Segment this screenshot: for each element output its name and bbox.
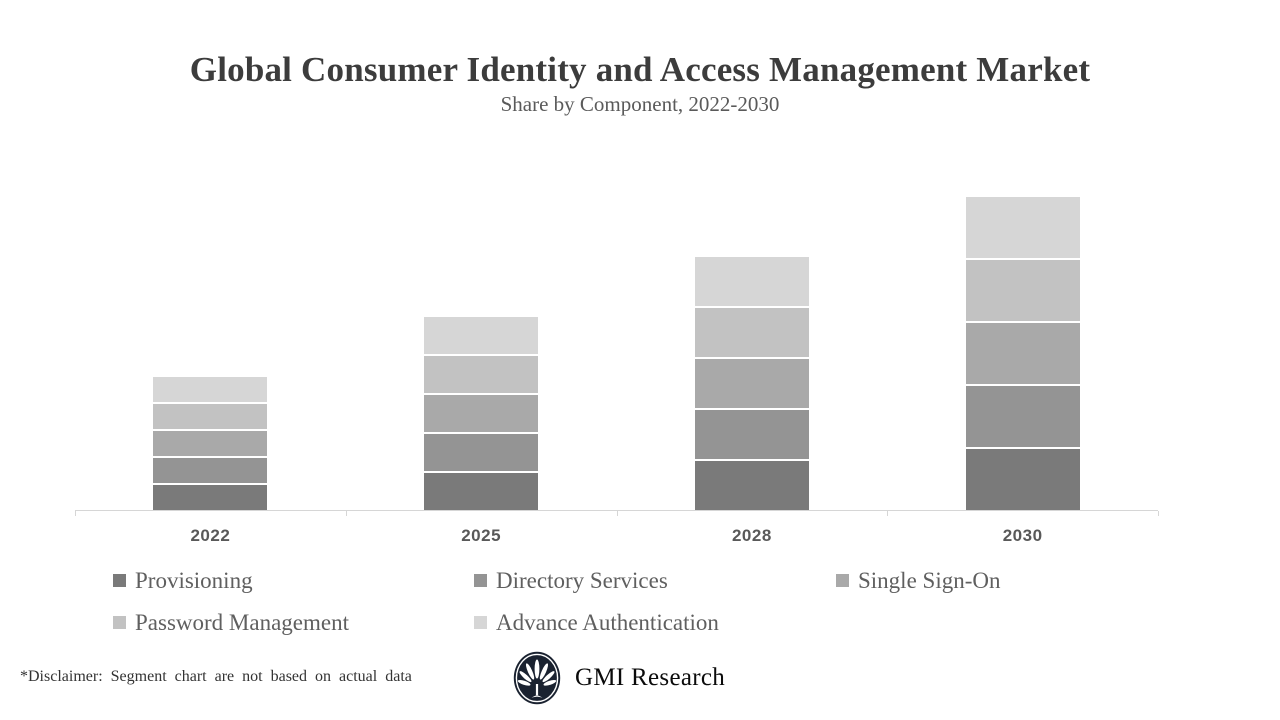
bar-segment-directory-services[interactable] xyxy=(153,458,268,483)
bar-segment-provisioning[interactable] xyxy=(694,461,809,510)
brand-name: GMI Research xyxy=(575,664,726,691)
brand-lockup: GMI Research xyxy=(513,650,725,706)
legend-marker-provisioning xyxy=(113,574,126,588)
x-axis-tick xyxy=(616,511,618,516)
bar-segment-single-sign-on[interactable] xyxy=(424,395,539,432)
bar-segment-directory-services[interactable] xyxy=(965,386,1080,447)
legend-marker-advance-authentication xyxy=(474,615,487,629)
bar-segment-directory-services[interactable] xyxy=(424,434,539,471)
legend-label: Directory Services xyxy=(496,568,668,593)
x-axis-label-2030: 2030 xyxy=(1002,526,1043,545)
bar-segment-provisioning[interactable] xyxy=(153,485,268,510)
bar-segment-password-management[interactable] xyxy=(153,404,268,429)
bar-segment-advance-authentication[interactable] xyxy=(694,257,809,306)
bar-segment-advance-authentication[interactable] xyxy=(153,377,268,402)
x-axis-label-2025: 2025 xyxy=(461,526,502,545)
bar-segment-provisioning[interactable] xyxy=(965,449,1080,510)
legend-item-password-management[interactable]: Password Management xyxy=(113,609,474,637)
legend-item-single-sign-on[interactable]: Single Sign-On xyxy=(836,567,1173,595)
legend-label: Password Management xyxy=(135,609,349,635)
chart-subtitle: Share by Component, 2022-2030 xyxy=(500,92,780,116)
legend-item-directory-services[interactable]: Directory Services xyxy=(474,567,836,595)
legend-label: Single Sign-On xyxy=(858,568,1001,593)
x-axis-label-2028: 2028 xyxy=(731,526,772,545)
stacked-bar-2022[interactable] xyxy=(153,377,268,510)
chart-title: Global Consumer Identity and Access Mana… xyxy=(189,50,1091,89)
legend-item-advance-authentication[interactable]: Advance Authentication xyxy=(474,609,836,637)
chart-legend: Provisioning Directory Services Single Sig… xyxy=(113,567,1173,636)
disclaimer-text: *Disclaimer: Segment chart are not based… xyxy=(20,668,412,685)
legend-marker-password-management xyxy=(113,615,126,629)
legend-item-provisioning[interactable]: Provisioning xyxy=(113,567,474,595)
x-axis-tick xyxy=(887,511,889,516)
x-axis-line xyxy=(75,510,1158,511)
legend-label: Provisioning xyxy=(135,568,253,593)
x-axis-tick xyxy=(345,511,347,516)
stacked-bar-2030[interactable] xyxy=(965,197,1080,510)
x-axis-label-2022: 2022 xyxy=(190,526,231,545)
bar-segment-password-management[interactable] xyxy=(965,260,1080,321)
stacked-bar-2025[interactable] xyxy=(424,317,539,510)
bar-segment-single-sign-on[interactable] xyxy=(153,431,268,456)
bar-segment-single-sign-on[interactable] xyxy=(694,359,809,408)
stacked-bar-2028[interactable] xyxy=(694,257,809,510)
bar-segment-provisioning[interactable] xyxy=(424,473,539,510)
bar-segment-advance-authentication[interactable] xyxy=(965,197,1080,258)
bar-segment-password-management[interactable] xyxy=(424,356,539,393)
legend-label: Advance Authentication xyxy=(496,609,719,635)
gmi-logo-icon xyxy=(513,651,561,705)
legend-marker-single-sign-on xyxy=(836,574,849,588)
bar-segment-directory-services[interactable] xyxy=(694,410,809,459)
bar-segment-single-sign-on[interactable] xyxy=(965,323,1080,384)
legend-marker-directory-services xyxy=(474,574,487,588)
bar-segment-advance-authentication[interactable] xyxy=(424,317,539,354)
x-axis-tick xyxy=(75,511,76,516)
x-axis-tick xyxy=(1158,511,1159,516)
bar-segment-password-management[interactable] xyxy=(694,308,809,357)
